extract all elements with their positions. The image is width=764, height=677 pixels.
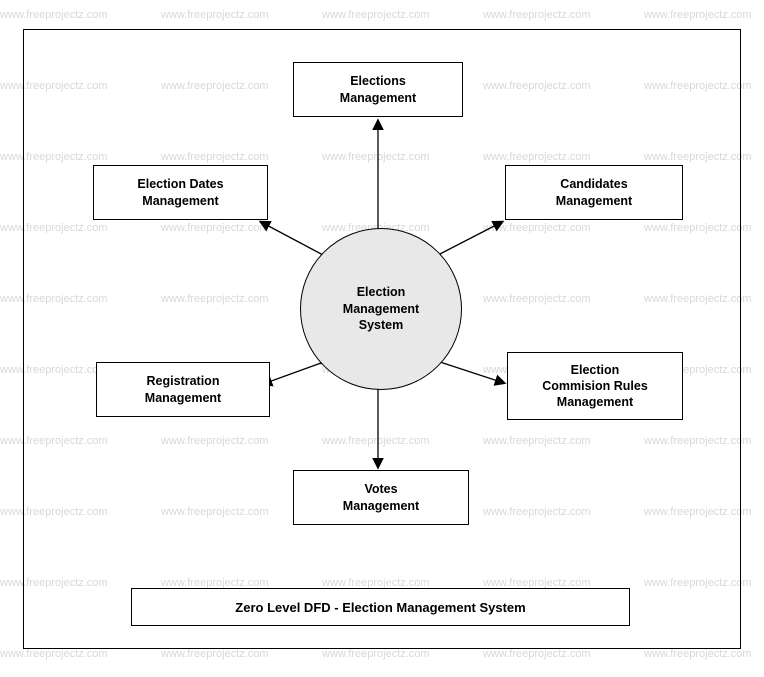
watermark: www.freeprojectz.com <box>322 648 430 660</box>
center-process: Election Management System <box>300 228 462 390</box>
caption-box: Zero Level DFD - Election Management Sys… <box>131 588 630 626</box>
watermark: www.freeprojectz.com <box>161 648 269 660</box>
entity-label: Registration Management <box>145 373 221 406</box>
entity-label: Election Commision Rules Management <box>542 362 648 411</box>
watermark: www.freeprojectz.com <box>161 9 269 21</box>
entity-registration: Registration Management <box>96 362 270 417</box>
watermark: www.freeprojectz.com <box>644 648 752 660</box>
entity-votes: Votes Management <box>293 470 469 525</box>
center-process-label: Election Management System <box>343 284 419 335</box>
watermark: www.freeprojectz.com <box>0 9 108 21</box>
entity-dates: Election Dates Management <box>93 165 268 220</box>
entity-rules: Election Commision Rules Management <box>507 352 683 420</box>
watermark: www.freeprojectz.com <box>483 648 591 660</box>
entity-label: Votes Management <box>343 481 419 514</box>
watermark: www.freeprojectz.com <box>322 9 430 21</box>
watermark: www.freeprojectz.com <box>644 9 752 21</box>
entity-label: Elections Management <box>340 73 416 106</box>
entity-label: Candidates Management <box>556 176 632 209</box>
caption-text: Zero Level DFD - Election Management Sys… <box>235 600 525 615</box>
entity-label: Election Dates Management <box>137 176 223 209</box>
watermark: www.freeprojectz.com <box>0 648 108 660</box>
entity-candidates: Candidates Management <box>505 165 683 220</box>
watermark: www.freeprojectz.com <box>483 9 591 21</box>
entity-elections: Elections Management <box>293 62 463 117</box>
